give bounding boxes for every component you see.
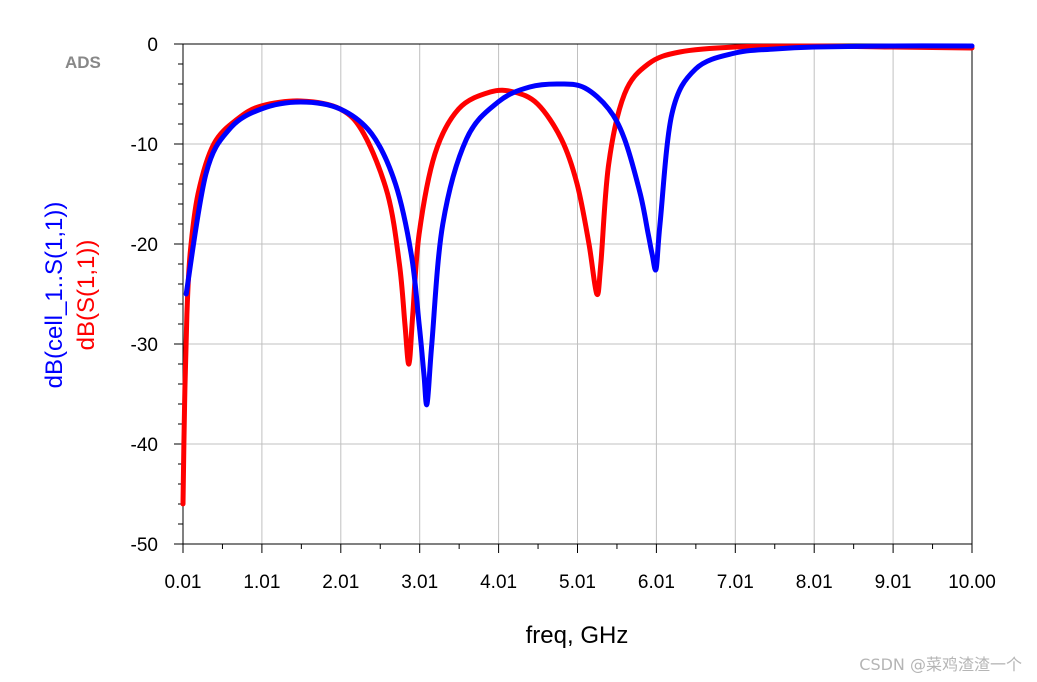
x-tick-label: 8.01: [796, 572, 833, 593]
y-tick-label: -20: [131, 235, 158, 256]
y-tick-label: 0: [147, 35, 158, 56]
plot-frame: [182, 43, 973, 545]
y-tick-label: -10: [131, 135, 158, 156]
series-line-red: [180, 43, 975, 507]
x-tick-label: 0.01: [165, 572, 202, 593]
y-tick-label: -30: [131, 335, 158, 356]
x-tick-label: 6.01: [638, 572, 675, 593]
y-axis-label-blue: dB(cell_1..S(1,1)): [41, 202, 68, 389]
ads-logo: ADS: [65, 53, 101, 72]
x-tick-label: 10.00: [948, 572, 996, 593]
x-tick-label: 9.01: [875, 572, 912, 593]
y-tick-label: -50: [131, 535, 158, 556]
x-tick-label: 2.01: [322, 572, 359, 593]
minor-ticks: [174, 43, 973, 553]
grid: [183, 44, 972, 544]
series-group: [180, 43, 975, 507]
y-axis-label-red: dB(S(1,1)): [73, 240, 100, 351]
x-axis-label: freq, GHz: [526, 622, 629, 649]
x-tick-label: 1.01: [243, 572, 280, 593]
x-tick-label: 7.01: [717, 572, 754, 593]
y-tick-labels: 0 -10 -20 -30 -40 -50: [131, 35, 158, 556]
x-tick-labels: 0.01 1.01 2.01 3.01 4.01 5.01 6.01 7.01 8.01 9.01…: [165, 572, 996, 593]
x-tick-label: 4.01: [480, 572, 517, 593]
x-tick-label: 5.01: [559, 572, 596, 593]
y-tick-label: -40: [131, 435, 158, 456]
x-tick-label: 3.01: [401, 572, 438, 593]
watermark: CSDN @菜鸡渣渣一个: [859, 655, 1022, 674]
series-line-blue: [183, 43, 975, 408]
